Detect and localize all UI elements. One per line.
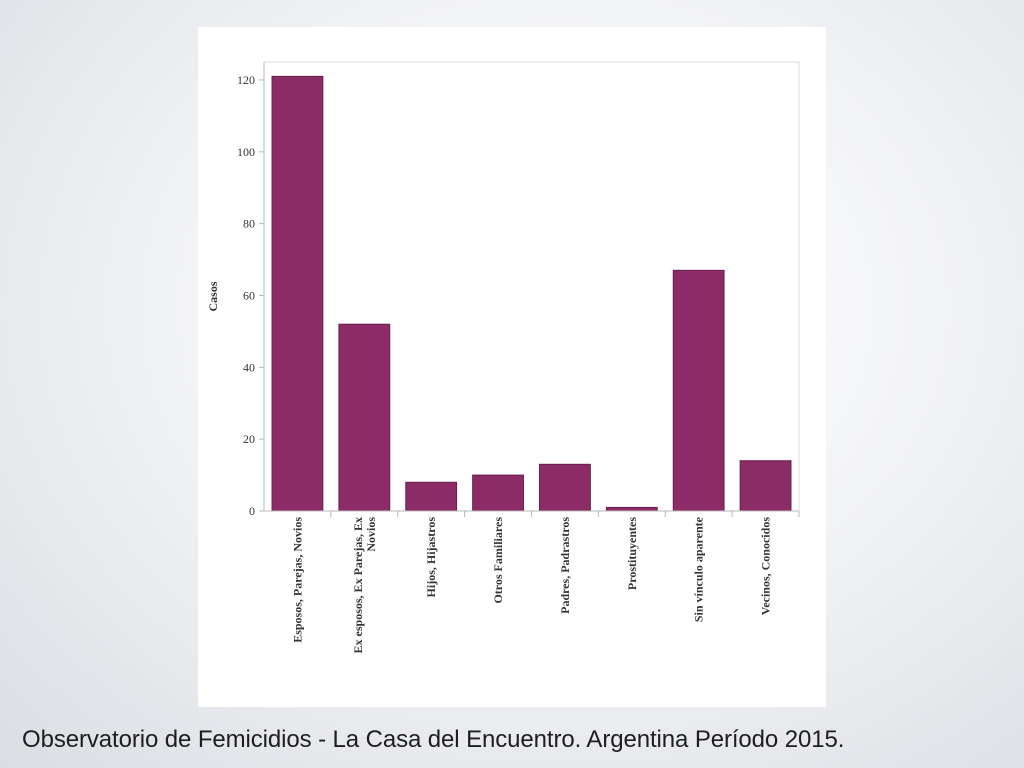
x-tick-label: Hijos, Hijastros (424, 517, 438, 598)
x-tick-label: Novios (364, 517, 378, 552)
y-tick-label: 40 (243, 360, 255, 374)
bar-chart: 0 20 40 60 80 100 120 Esposos, Parejas, Novios… (206, 61, 800, 653)
bar-3 (472, 474, 524, 512)
bars (271, 75, 792, 512)
y-axis-title: Casos (206, 281, 220, 311)
bar-7 (739, 460, 792, 512)
bar-1 (338, 323, 391, 512)
y-tick-label: 120 (237, 73, 255, 87)
bar-6 (672, 269, 725, 512)
x-tick-label: Ex esposos, Ex Parejas, Ex (351, 517, 365, 653)
y-axis: 0 20 40 60 80 100 120 (237, 62, 265, 518)
x-tick-label: Sin vínculo aparente (692, 516, 706, 622)
y-tick-label: 0 (249, 504, 255, 518)
chart-card: 0 20 40 60 80 100 120 Esposos, Parejas, Novios… (198, 27, 826, 707)
x-tick-label: Esposos, Parejas, Novios (290, 517, 304, 643)
slide-caption: Observatorio de Femicidios - La Casa del… (22, 726, 845, 753)
y-tick-label: 100 (237, 145, 255, 159)
bar-2 (405, 481, 458, 512)
bar-4 (539, 463, 591, 512)
bar-5 (605, 506, 658, 512)
x-axis: Esposos, Parejas, Novios Ex esposos, Ex P… (264, 510, 800, 653)
x-tick-label: Padres, Padrastros (558, 517, 572, 614)
x-tick-label: Vecinos, Conocidos (759, 517, 773, 616)
y-tick-label: 80 (243, 217, 255, 231)
x-tick-label: Prostituyentes (625, 517, 639, 590)
bar-0 (271, 75, 324, 512)
y-tick-label: 60 (243, 288, 255, 302)
x-tick-label: Otros Familiares (491, 517, 505, 604)
y-tick-label: 20 (243, 432, 255, 446)
